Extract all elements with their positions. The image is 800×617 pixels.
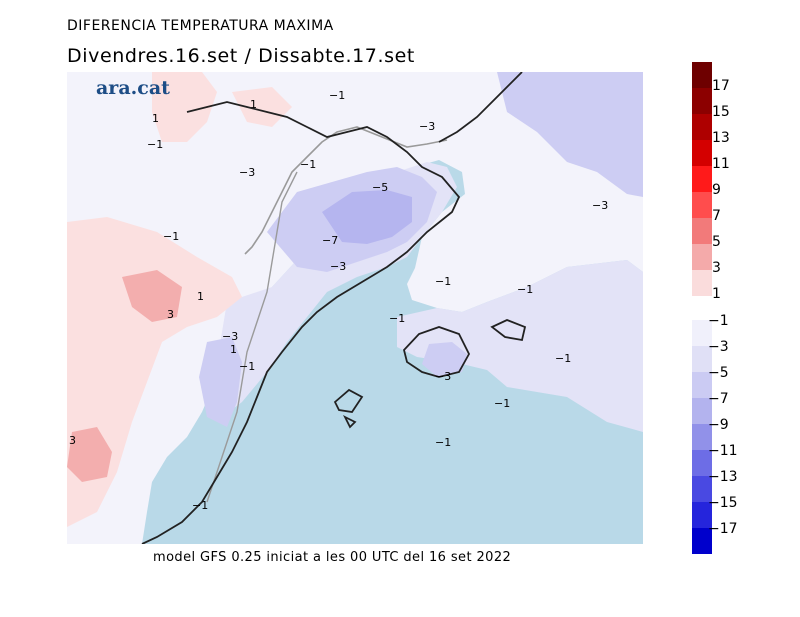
colorbar-tick-label: 15 — [712, 104, 730, 120]
island-south-outline — [333, 388, 364, 429]
contour-label: 1 — [250, 98, 257, 111]
colorbar-swatch — [692, 528, 712, 554]
colorbar-swatch — [692, 398, 712, 424]
colorbar-swatch — [692, 192, 712, 218]
minus3-region-southwest — [199, 337, 242, 427]
colorbar-swatch — [692, 114, 712, 140]
plus3-region-southwest — [67, 427, 112, 482]
contour-label: −3 — [330, 260, 346, 273]
colorbar-tick-label: −9 — [708, 417, 729, 433]
contour-label: −3 — [435, 370, 451, 383]
map-subtitle: Divendres.16.set / Dissabte.17.set — [67, 45, 415, 67]
contour-label: 3 — [167, 308, 174, 321]
contour-label: −1 — [192, 499, 208, 512]
model-caption: model GFS 0.25 iniciat a les 00 UTC del … — [153, 550, 512, 565]
mainland-coastline — [141, 101, 461, 544]
contour-label: −1 — [239, 360, 255, 373]
plus3-region-west — [122, 270, 182, 322]
contour-label: −1 — [147, 138, 163, 151]
colorbar-swatch — [692, 218, 712, 244]
contour-label: −1 — [555, 352, 571, 365]
land-neutral-region — [67, 72, 643, 544]
colorbar-swatch — [692, 450, 712, 476]
minus3-region-east — [497, 72, 643, 197]
colorbar-tick-label: −11 — [708, 443, 738, 459]
colorbar-tick-label: 1 — [712, 286, 721, 302]
france-coastline — [438, 72, 523, 143]
colorbar-swatch — [692, 320, 712, 346]
contour-label: −3 — [239, 166, 255, 179]
regional-border — [206, 171, 298, 503]
colorbar — [692, 62, 712, 554]
colorbar-tick-label: 17 — [712, 78, 730, 94]
contour-label: 1 — [197, 290, 204, 303]
colorbar-swatch — [692, 424, 712, 450]
colorbar-swatch — [692, 476, 712, 502]
colorbar-swatch — [692, 140, 712, 166]
colorbar-swatch — [692, 270, 712, 296]
contour-label: −3 — [419, 120, 435, 133]
colorbar-tick-label: 13 — [712, 130, 730, 146]
contour-label: −1 — [435, 436, 451, 449]
plus1-region-north2 — [232, 87, 292, 127]
map-title: DIFERENCIA TEMPERATURA MAXIMA — [67, 18, 334, 34]
colorbar-swatch — [692, 62, 712, 88]
minus3-region-balearic — [422, 342, 467, 377]
contour-label: −5 — [372, 181, 388, 194]
contour-label: −1 — [329, 89, 345, 102]
contour-label: −7 — [322, 234, 338, 247]
colorbar-tick-label: −5 — [708, 365, 729, 381]
contour-label: 1 — [152, 112, 159, 125]
contour-label: −3 — [222, 330, 238, 343]
plus1-region-west — [67, 217, 242, 527]
contour-label: −1 — [517, 283, 533, 296]
colorbar-swatch — [692, 372, 712, 398]
colorbar-tick-label: −7 — [708, 391, 729, 407]
colorbar-swatch — [692, 346, 712, 372]
colorbar-tick-label: −1 — [708, 313, 729, 329]
contour-label: −3 — [592, 199, 608, 212]
contour-label: 3 — [69, 434, 76, 447]
contour-label: −1 — [494, 397, 510, 410]
colorbar-swatch — [692, 502, 712, 528]
colorbar-tick-label: −13 — [708, 469, 738, 485]
colorbar-positive — [692, 62, 712, 296]
plus1-region-north — [152, 72, 217, 142]
colorbar-tick-label: −3 — [708, 339, 729, 355]
contour-labels: 1 −1 1 −1 −3 −1 −3 −5 −3 −1 −7 −3 1 −1 −… — [69, 89, 608, 512]
colorbar-tick-label: 7 — [712, 208, 721, 224]
contour-label: −1 — [389, 312, 405, 325]
colorbar-tick-label: 11 — [712, 156, 730, 172]
contour-label: −1 — [163, 230, 179, 243]
colorbar-tick-label: 5 — [712, 234, 721, 250]
contour-label: 1 — [230, 343, 237, 356]
ara-logo: ara.cat — [96, 77, 170, 99]
national-border — [244, 126, 448, 255]
colorbar-tick-label: −15 — [708, 495, 738, 511]
forecast-map: 1 −1 1 −1 −3 −1 −3 −5 −3 −1 −7 −3 1 −1 −… — [67, 72, 643, 544]
colorbar-tick-label: 3 — [712, 260, 721, 276]
minus5-region — [322, 190, 412, 244]
colorbar-tick-label: −17 — [708, 521, 738, 537]
island-east-outline — [490, 319, 527, 342]
contour-label: −1 — [300, 158, 316, 171]
minus1-region-south — [397, 260, 643, 432]
colorbar-negative — [692, 320, 712, 554]
colorbar-swatch — [692, 88, 712, 114]
contour-label: −1 — [435, 275, 451, 288]
colorbar-swatch — [692, 244, 712, 270]
colorbar-swatch — [692, 166, 712, 192]
colorbar-tick-label: 9 — [712, 182, 721, 198]
island-main-outline — [403, 326, 471, 378]
